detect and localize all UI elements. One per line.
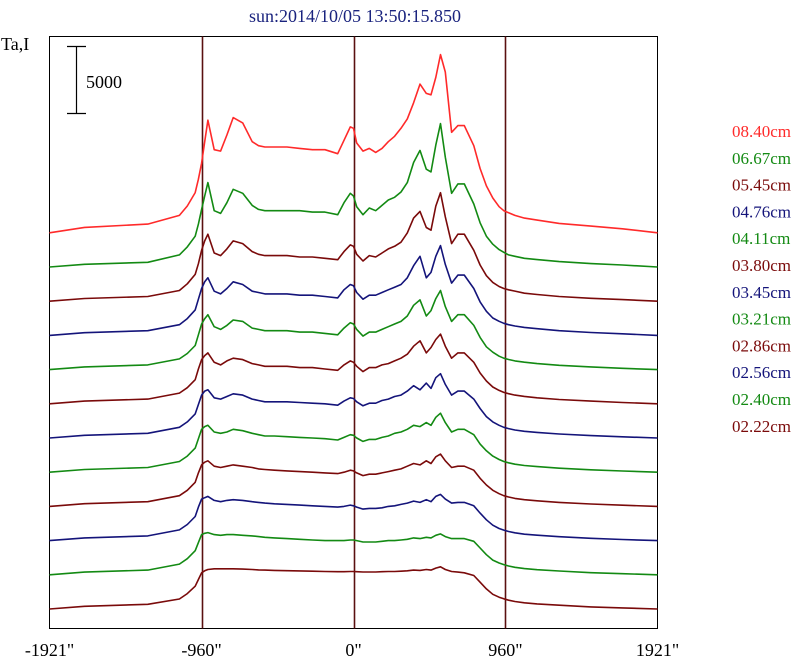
x-tick-label: -1921" [25, 640, 74, 660]
series-line-06.67cm [49, 122, 658, 268]
series-line-02.56cm [49, 493, 658, 542]
scale-bar: 5000 [67, 45, 122, 115]
legend-entry: 03.45cm [732, 283, 791, 302]
series-line-04.76cm [49, 244, 658, 337]
series-line-02.86cm [49, 453, 658, 508]
series-line-02.22cm [49, 566, 658, 610]
legend-entry: 05.45cm [732, 176, 791, 195]
legend-entry: 08.40cm [732, 122, 791, 141]
series-line-03.21cm [49, 412, 658, 473]
series-line-08.40cm [49, 53, 658, 234]
chart-title: sun:2014/10/05 13:50:15.850 [249, 6, 461, 26]
legend-entry: 04.76cm [732, 202, 791, 221]
plot-frame [49, 36, 658, 629]
scale-bar-label: 5000 [86, 72, 122, 92]
series-line-03.45cm [49, 372, 658, 439]
legend-entry: 03.80cm [732, 256, 791, 275]
legend-entry: 04.11cm [732, 229, 790, 248]
x-tick-label: -960" [181, 640, 221, 660]
legend: 08.40cm 06.67cm 05.45cm 04.76cm 04.11cm 03.80… [732, 122, 791, 436]
x-tick-label: 1921" [636, 640, 679, 660]
legend-entry: 02.56cm [732, 363, 791, 382]
series-lines [49, 53, 658, 610]
legend-entry: 02.22cm [732, 417, 791, 436]
legend-entry: 06.67cm [732, 149, 791, 168]
x-axis-ticks: -1921" -960" 0" 960" 1921" [25, 640, 679, 660]
y-axis-label: Ta,I [1, 34, 29, 54]
x-tick-label: 0" [345, 640, 361, 660]
series-line-05.45cm [49, 191, 658, 302]
series-line-03.80cm [49, 333, 658, 405]
series-line-02.40cm [49, 531, 658, 576]
legend-entry: 03.21cm [732, 310, 791, 329]
legend-entry: 02.40cm [732, 390, 791, 409]
x-tick-label: 960" [488, 640, 522, 660]
series-line-04.11cm [49, 289, 658, 371]
legend-entry: 02.86cm [732, 336, 791, 355]
